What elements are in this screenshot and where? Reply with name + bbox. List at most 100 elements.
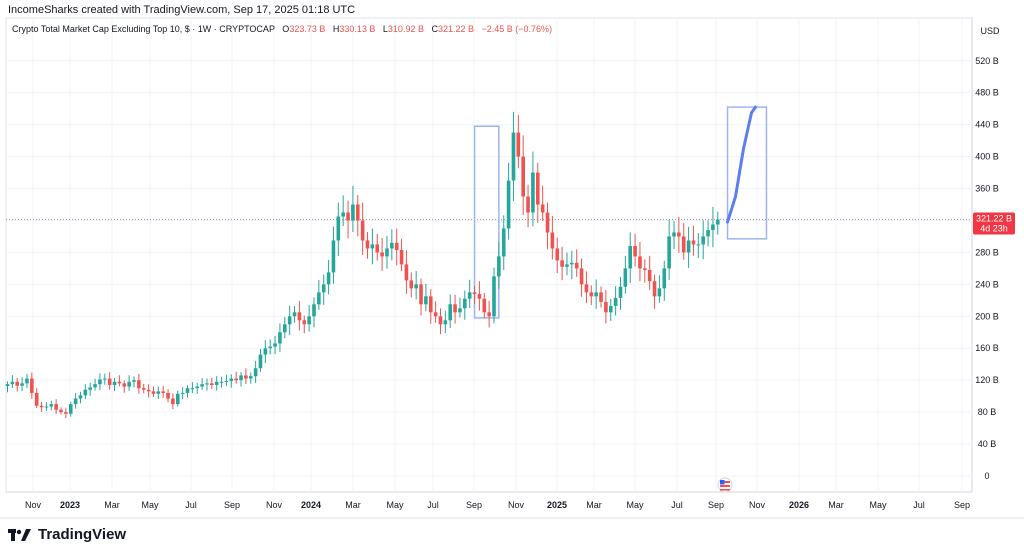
time-tick-label: 2025	[547, 500, 567, 510]
candle	[321, 274, 326, 305]
candle	[336, 202, 341, 257]
candle	[171, 393, 175, 410]
range-box[interactable]	[726, 106, 768, 240]
candle	[5, 381, 10, 393]
time-tick-label: 2023	[60, 500, 80, 510]
candle	[375, 233, 380, 261]
time-tick-label: Mar	[104, 500, 120, 510]
candle	[589, 285, 594, 306]
candle	[10, 375, 15, 388]
candle	[535, 162, 540, 223]
candle	[579, 258, 584, 297]
footer-logo[interactable]: TradingView	[8, 526, 126, 543]
candle	[64, 407, 68, 419]
time-tick-label: May	[626, 500, 644, 510]
price-tick-label: 360 B	[975, 184, 999, 194]
legend-change: −2.45 B (−0.76%)	[482, 24, 553, 34]
candle	[385, 236, 389, 269]
time-tick-label: Jul	[427, 500, 439, 510]
candle	[438, 308, 443, 335]
range-boxes	[473, 106, 768, 319]
candle	[68, 401, 73, 417]
candle	[200, 378, 204, 390]
candle	[312, 297, 316, 328]
candle	[156, 386, 161, 400]
time-tick-label: Nov	[749, 500, 766, 510]
candle	[501, 215, 506, 270]
price-tick-label: 200 B	[975, 311, 999, 321]
candle	[73, 393, 78, 409]
candle	[453, 294, 457, 324]
candle	[448, 294, 453, 328]
candle	[283, 316, 287, 339]
candle	[34, 388, 39, 408]
range-box[interactable]	[473, 125, 500, 319]
candle	[370, 228, 375, 265]
candle	[141, 383, 146, 394]
candle	[195, 382, 200, 394]
candle	[681, 223, 686, 260]
candle	[531, 151, 535, 227]
candle	[628, 232, 633, 283]
candle	[117, 375, 122, 387]
candle	[604, 289, 608, 324]
candle	[355, 195, 360, 237]
candle	[672, 221, 676, 250]
legend-row: Crypto Total Market Cap Excluding Top 10…	[12, 24, 552, 34]
time-tick-label: Nov	[508, 500, 525, 510]
candlestick-series	[5, 111, 720, 419]
candle	[297, 300, 302, 331]
tradingview-logo-text: TradingView	[38, 526, 127, 543]
candle	[399, 238, 404, 272]
price-tick-label: 0	[984, 471, 989, 481]
candle	[701, 220, 705, 260]
candle	[584, 271, 589, 304]
candle	[677, 216, 681, 253]
price-tick-label: 40 B	[978, 439, 997, 449]
time-tick-label: Jul	[671, 500, 683, 510]
legend-low-value: 310.92 B	[388, 24, 424, 34]
candle	[521, 135, 525, 216]
candle	[88, 382, 93, 396]
candle	[467, 279, 472, 309]
price-tick-label: 160 B	[975, 343, 999, 353]
time-tick-label: Nov	[266, 500, 283, 510]
candle	[570, 250, 574, 280]
candle	[137, 373, 141, 394]
time-tick-label: Mar	[586, 500, 602, 510]
candle	[185, 385, 190, 398]
legend-open-value: 323.73 B	[289, 24, 325, 34]
candle	[560, 246, 564, 281]
candle	[258, 348, 263, 372]
candle	[433, 301, 438, 323]
candle	[638, 242, 642, 282]
candle	[273, 335, 277, 355]
candle	[492, 267, 496, 324]
candle	[146, 384, 151, 398]
last-price-value: 321.22 B	[976, 214, 1012, 224]
candle	[132, 376, 136, 388]
candle	[307, 305, 311, 332]
candle	[365, 232, 370, 259]
candle	[652, 274, 657, 309]
candle	[497, 242, 501, 289]
candle	[623, 255, 628, 294]
candle	[516, 114, 521, 169]
time-tick-label: Sep	[466, 500, 482, 510]
legend-low-label: L	[383, 24, 388, 34]
time-tick-label: Mar	[828, 500, 844, 510]
candle	[540, 185, 545, 222]
us-flag-icon[interactable]	[717, 477, 733, 493]
currency-label[interactable]: USD	[980, 26, 1000, 36]
candle	[458, 297, 462, 318]
candle	[210, 377, 214, 390]
candle	[103, 373, 107, 385]
candle	[25, 373, 29, 388]
candle	[54, 399, 58, 415]
candle	[647, 255, 652, 290]
price-tick-label: 480 B	[975, 88, 999, 98]
candle	[419, 278, 423, 316]
candle	[112, 377, 117, 392]
time-tick-label: Nov	[25, 500, 42, 510]
candle	[83, 384, 88, 399]
